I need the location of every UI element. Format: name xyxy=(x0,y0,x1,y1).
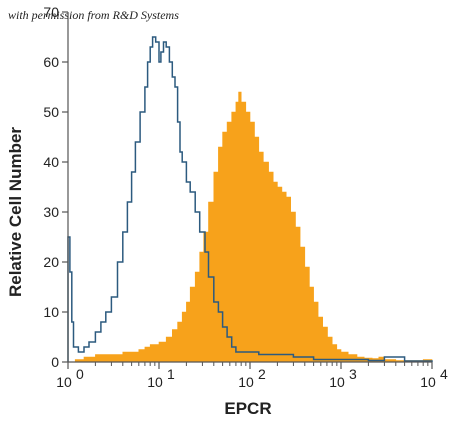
y-axis-title: Relative Cell Number xyxy=(6,127,25,297)
x-tick-label: 10 xyxy=(56,374,72,390)
y-tick-label: 30 xyxy=(43,204,59,220)
x-tick-label: 10 xyxy=(420,374,436,390)
x-tick-exponent: 3 xyxy=(349,366,357,382)
y-tick-label: 60 xyxy=(43,54,59,70)
y-tick-label: 0 xyxy=(51,354,59,370)
y-tick-label: 40 xyxy=(43,154,59,170)
credit-note: with permission from R&D Systems xyxy=(8,8,179,22)
y-tick-label: 20 xyxy=(43,254,59,270)
x-tick-exponent: 4 xyxy=(440,366,448,382)
x-tick-exponent: 0 xyxy=(76,366,84,382)
x-tick-label: 10 xyxy=(238,374,254,390)
stained-histogram xyxy=(68,91,433,363)
y-tick-label: 50 xyxy=(43,104,59,120)
x-tick-exponent: 2 xyxy=(258,366,266,382)
y-tick-label: 70 xyxy=(43,4,59,20)
control-histogram xyxy=(67,36,433,362)
x-tick-label: 10 xyxy=(329,374,345,390)
x-axis-title: EPCR xyxy=(224,399,271,418)
series-layer xyxy=(67,36,433,363)
x-tick-exponent: 1 xyxy=(167,366,175,382)
x-tick-label: 10 xyxy=(147,374,163,390)
y-tick-label: 10 xyxy=(43,304,59,320)
